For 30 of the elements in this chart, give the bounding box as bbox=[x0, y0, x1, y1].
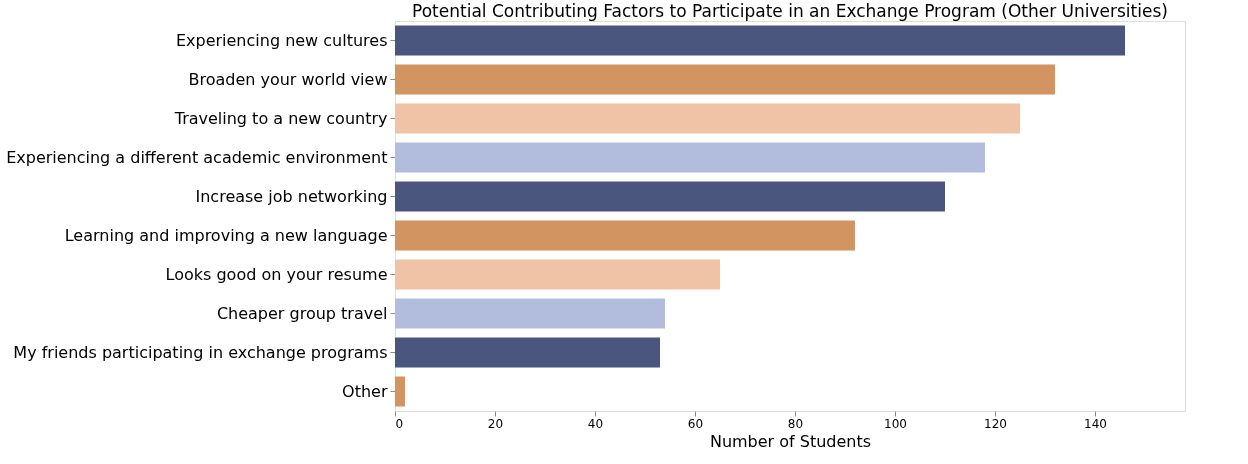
bar bbox=[395, 25, 1125, 56]
bar bbox=[395, 376, 405, 407]
x-tick-label: 60 bbox=[687, 416, 704, 431]
x-tick-label: 40 bbox=[587, 416, 604, 431]
y-tick-label: Traveling to a new country bbox=[173, 108, 388, 128]
y-tick-label: Increase job networking bbox=[195, 186, 388, 206]
bar bbox=[395, 337, 660, 368]
chart-title: Potential Contributing Factors to Participate in an Exchange Program (Other Universities) bbox=[412, 1, 1168, 21]
bar bbox=[395, 64, 1055, 95]
y-tick-label: Cheaper group travel bbox=[216, 303, 388, 323]
bar bbox=[395, 259, 720, 290]
y-tick-label: My friends participating in exchange programs bbox=[13, 342, 388, 362]
x-tick-label: 80 bbox=[787, 416, 804, 431]
y-tick-label: Experiencing new cultures bbox=[175, 30, 388, 50]
x-axis-title: Number of Students bbox=[709, 431, 872, 451]
bar bbox=[395, 220, 855, 251]
y-tick-label: Experiencing a different academic environment bbox=[6, 147, 388, 167]
y-tick-label: Broaden your world view bbox=[188, 69, 388, 89]
x-tick-label: 0 bbox=[395, 416, 404, 431]
bar bbox=[395, 298, 665, 329]
x-tick-label: 20 bbox=[487, 416, 504, 431]
y-tick-label: Other bbox=[342, 381, 388, 401]
x-tick-label: 140 bbox=[1084, 416, 1107, 431]
bar bbox=[395, 181, 945, 212]
bar bbox=[395, 142, 985, 173]
y-tick-label: Looks good on your resume bbox=[165, 264, 388, 284]
y-tick-label: Learning and improving a new language bbox=[64, 225, 388, 245]
x-tick-label: 120 bbox=[984, 416, 1007, 431]
x-tick-label: 100 bbox=[884, 416, 907, 431]
bar bbox=[395, 103, 1020, 134]
